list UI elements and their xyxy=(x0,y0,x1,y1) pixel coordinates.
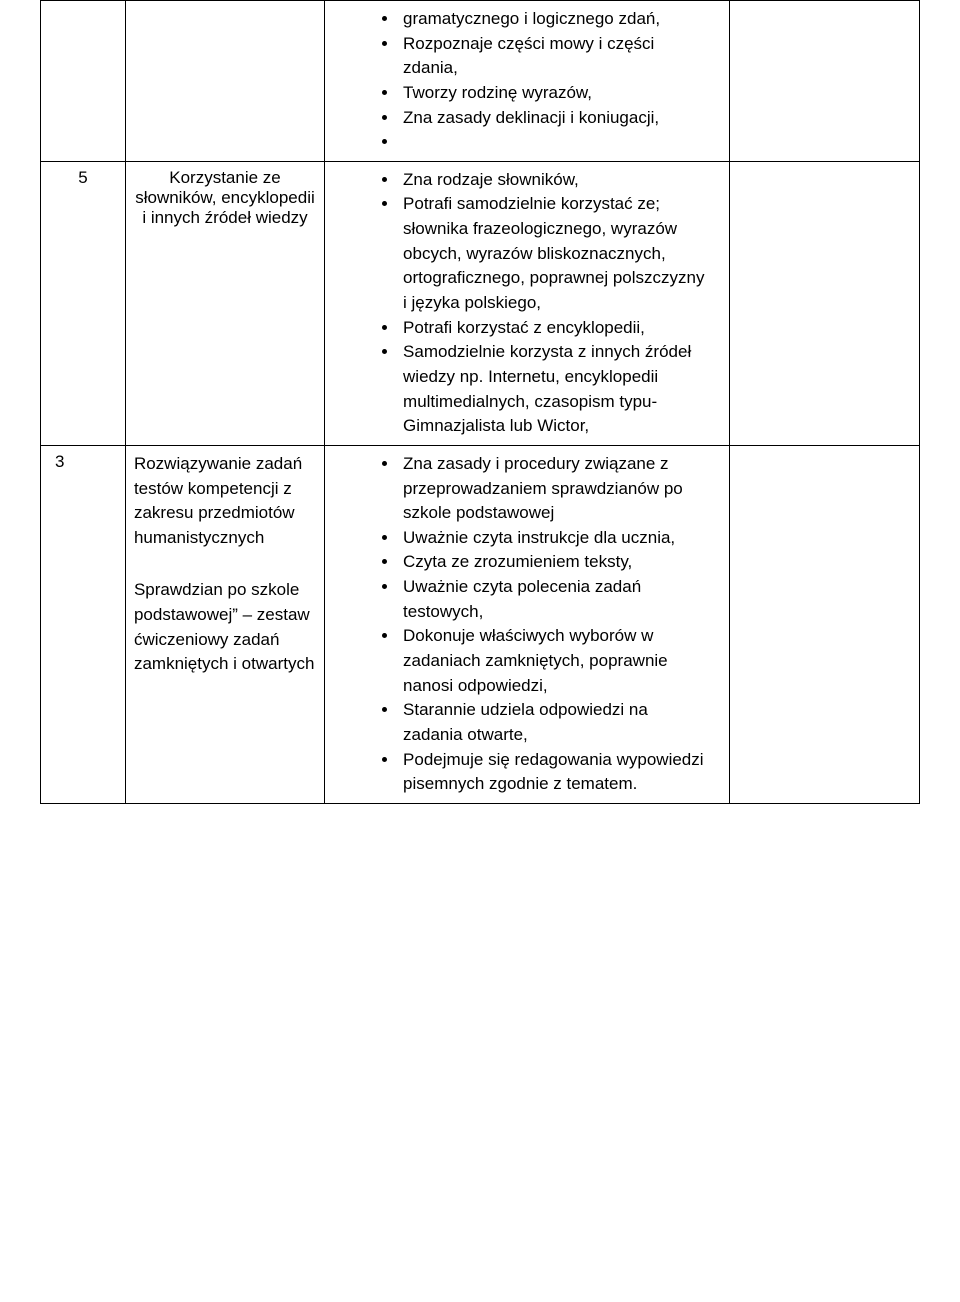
cell-criteria: Zna zasady i procedury związane z przepr… xyxy=(325,445,730,803)
table-row: gramatycznego i logicznego zdań, Rozpozn… xyxy=(41,1,920,162)
cell-notes xyxy=(729,445,919,803)
cell-topic xyxy=(125,1,324,162)
curriculum-table: gramatycznego i logicznego zdań, Rozpozn… xyxy=(40,0,920,804)
table-row: 3 Rozwiązywanie zadań testów kompetencji… xyxy=(41,445,920,803)
topic-paragraph: Rozwiązywanie zadań testów kompetencji z… xyxy=(134,452,316,551)
list-item: Samodzielnie korzysta z innych źródeł wi… xyxy=(399,340,725,439)
list-item: Starannie udziela odpowiedzi na zadania … xyxy=(399,698,725,747)
cell-criteria: Zna rodzaje słowników, Potrafi samodziel… xyxy=(325,161,730,445)
cell-notes xyxy=(729,161,919,445)
cell-criteria: gramatycznego i logicznego zdań, Rozpozn… xyxy=(325,1,730,162)
list-item: Zna zasady i procedury związane z przepr… xyxy=(399,452,725,526)
list-item: Uważnie czyta instrukcje dla ucznia, xyxy=(399,526,725,551)
cell-topic: Korzystanie ze słowników, encyklopedii i… xyxy=(125,161,324,445)
list-item: Rozpoznaje części mowy i części zdania, xyxy=(399,32,725,81)
topic-paragraph: Sprawdzian po szkole podstawowej” – zest… xyxy=(134,578,316,677)
criteria-list: gramatycznego i logicznego zdań, Rozpozn… xyxy=(329,7,725,155)
list-item: Dokonuje właściwych wyborów w zadaniach … xyxy=(399,624,725,698)
list-item: Czyta ze zrozumieniem teksty, xyxy=(399,550,725,575)
list-item: Zna zasady deklinacji i koniugacji, xyxy=(399,106,725,131)
cell-number: 5 xyxy=(41,161,126,445)
list-item: Tworzy rodzinę wyrazów, xyxy=(399,81,725,106)
list-item: Uważnie czyta polecenia zadań testowych, xyxy=(399,575,725,624)
criteria-list: Zna rodzaje słowników, Potrafi samodziel… xyxy=(329,168,725,439)
list-item xyxy=(399,130,725,155)
cell-notes xyxy=(729,1,919,162)
cell-number: 3 xyxy=(41,445,126,803)
cell-topic: Rozwiązywanie zadań testów kompetencji z… xyxy=(125,445,324,803)
list-item: Potrafi korzystać z encyklopedii, xyxy=(399,316,725,341)
table-row: 5 Korzystanie ze słowników, encyklopedii… xyxy=(41,161,920,445)
list-item: Potrafi samodzielnie korzystać ze; słown… xyxy=(399,192,725,315)
criteria-list: Zna zasady i procedury związane z przepr… xyxy=(329,452,725,797)
cell-number xyxy=(41,1,126,162)
list-item: Zna rodzaje słowników, xyxy=(399,168,725,193)
list-item: gramatycznego i logicznego zdań, xyxy=(399,7,725,32)
list-item: Podejmuje się redagowania wypowiedzi pis… xyxy=(399,748,725,797)
